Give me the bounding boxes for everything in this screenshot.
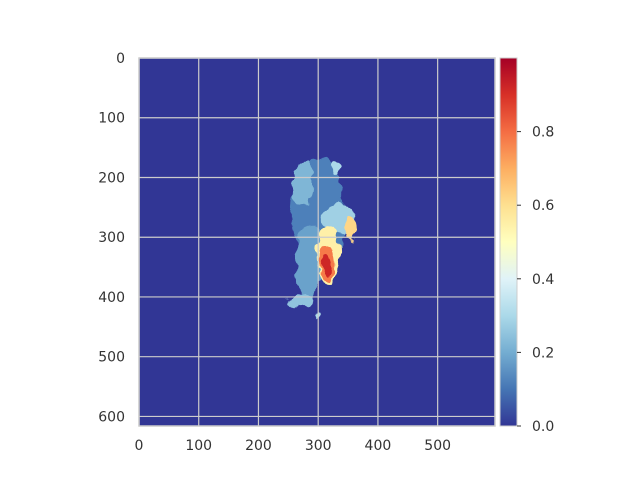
x-tick-label: 500 <box>424 438 451 454</box>
x-tick-label: 200 <box>245 438 272 454</box>
y-axis-ticks: 0 100 200 300 400 500 600 <box>98 51 125 425</box>
x-axis-ticks: 0 100 200 300 400 500 <box>135 438 451 454</box>
y-tick-label: 500 <box>98 350 125 366</box>
x-tick-label: 400 <box>365 438 392 454</box>
plot-frame <box>138 57 496 427</box>
heatmap-plot-area: 0 100 200 300 400 500 0 100 200 300 400 500 600 <box>98 51 496 454</box>
heatmap-region <box>331 162 341 175</box>
x-tick-label: 0 <box>135 438 144 454</box>
y-tick-label: 600 <box>98 409 125 425</box>
y-tick-label: 300 <box>98 230 125 246</box>
colorbar-tick-label: 0.6 <box>532 198 554 214</box>
y-tick-label: 0 <box>116 51 125 67</box>
heatmap-region <box>343 217 359 240</box>
heatmap-region <box>287 292 314 308</box>
colorbar-tick-label: 0.4 <box>532 272 554 288</box>
y-tick-label: 400 <box>98 290 125 306</box>
colorbar-tick-label: 0.2 <box>532 345 554 361</box>
heatmap-region <box>319 254 331 274</box>
y-tick-label: 100 <box>98 111 125 127</box>
x-tick-label: 300 <box>305 438 332 454</box>
x-tick-label: 100 <box>185 438 212 454</box>
colorbar-gradient <box>499 57 518 427</box>
colorbar-tick-label: 0.8 <box>532 125 554 141</box>
y-tick-label: 200 <box>98 170 125 186</box>
heatmap-region <box>292 162 315 205</box>
colorbar: 0.0 0.2 0.4 0.6 0.8 <box>499 57 554 435</box>
colorbar-ticks: 0.0 0.2 0.4 0.6 0.8 <box>517 125 554 435</box>
colorbar-tick-label: 0.0 <box>532 419 554 435</box>
